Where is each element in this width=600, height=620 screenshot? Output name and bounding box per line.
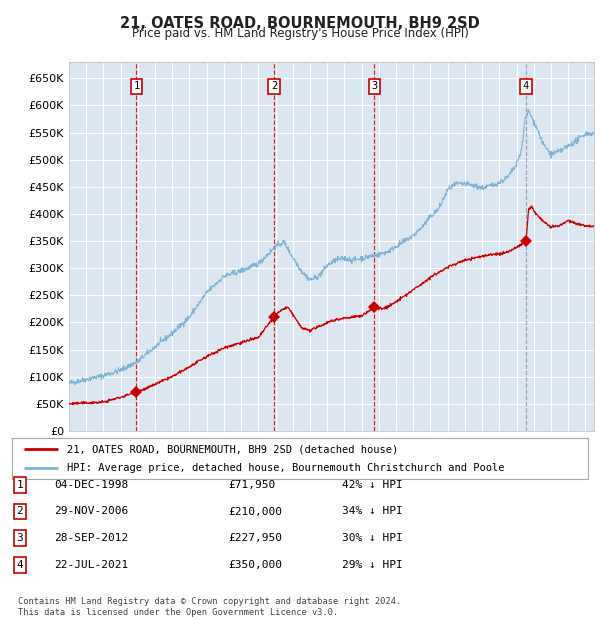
Text: 2: 2	[271, 81, 277, 91]
Text: 3: 3	[16, 533, 23, 543]
Text: 42% ↓ HPI: 42% ↓ HPI	[342, 480, 403, 490]
Text: 2: 2	[16, 507, 23, 516]
Text: 28-SEP-2012: 28-SEP-2012	[54, 533, 128, 543]
Text: Price paid vs. HM Land Registry's House Price Index (HPI): Price paid vs. HM Land Registry's House …	[131, 27, 469, 40]
Text: 4: 4	[16, 560, 23, 570]
Text: 3: 3	[371, 81, 377, 91]
Text: HPI: Average price, detached house, Bournemouth Christchurch and Poole: HPI: Average price, detached house, Bour…	[67, 463, 504, 473]
Text: £71,950: £71,950	[228, 480, 275, 490]
Text: 30% ↓ HPI: 30% ↓ HPI	[342, 533, 403, 543]
Text: £210,000: £210,000	[228, 507, 282, 516]
Text: 34% ↓ HPI: 34% ↓ HPI	[342, 507, 403, 516]
Text: 04-DEC-1998: 04-DEC-1998	[54, 480, 128, 490]
Text: 22-JUL-2021: 22-JUL-2021	[54, 560, 128, 570]
Text: 29% ↓ HPI: 29% ↓ HPI	[342, 560, 403, 570]
Text: 21, OATES ROAD, BOURNEMOUTH, BH9 2SD: 21, OATES ROAD, BOURNEMOUTH, BH9 2SD	[120, 16, 480, 30]
Text: Contains HM Land Registry data © Crown copyright and database right 2024.
This d: Contains HM Land Registry data © Crown c…	[18, 598, 401, 617]
Text: £227,950: £227,950	[228, 533, 282, 543]
Text: 29-NOV-2006: 29-NOV-2006	[54, 507, 128, 516]
Text: 1: 1	[133, 81, 140, 91]
Text: 21, OATES ROAD, BOURNEMOUTH, BH9 2SD (detached house): 21, OATES ROAD, BOURNEMOUTH, BH9 2SD (de…	[67, 444, 398, 454]
Text: 4: 4	[523, 81, 529, 91]
Text: £350,000: £350,000	[228, 560, 282, 570]
Text: 1: 1	[16, 480, 23, 490]
